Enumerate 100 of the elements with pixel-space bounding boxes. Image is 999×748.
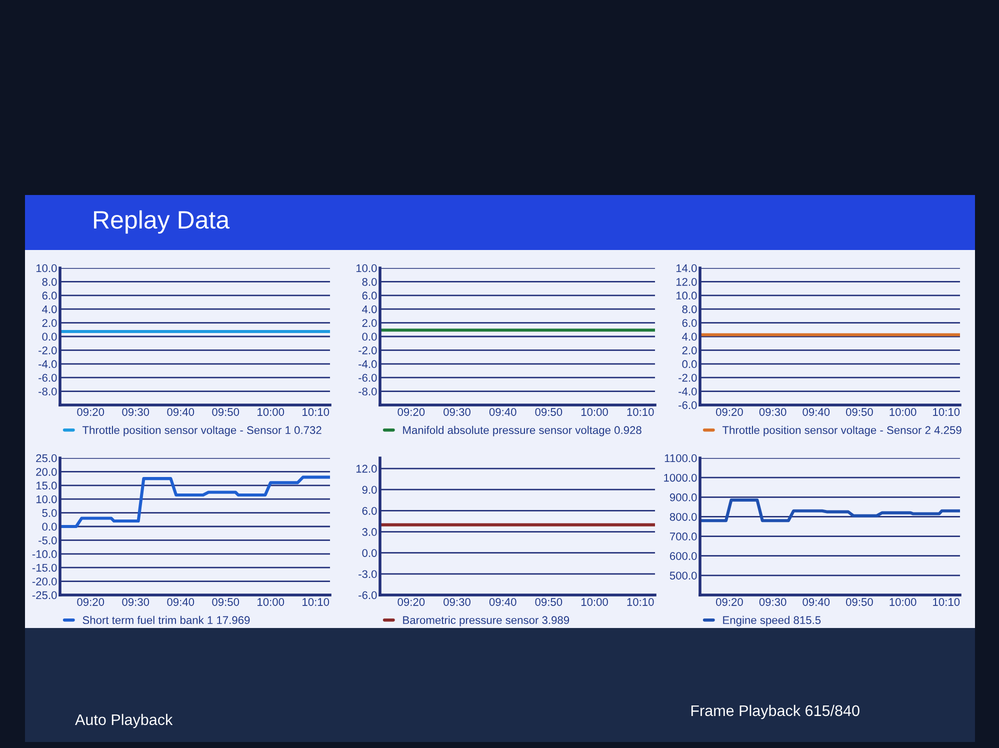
x-tick-label: 09:20 — [398, 408, 425, 416]
x-tick-label: 10:10 — [302, 408, 330, 416]
x-tick-label: 09:50 — [212, 598, 240, 606]
y-tick-label: 6.0 — [42, 292, 57, 300]
x-tick-label: 09:20 — [716, 598, 743, 606]
y-tick-label: -20.0 — [32, 578, 57, 586]
y-tick-label: 10.0 — [36, 264, 57, 272]
line-series — [60, 476, 330, 528]
y-tick-label: 6.0 — [362, 292, 377, 300]
y-tick-label: 10.0 — [676, 292, 697, 300]
y-tick-label: 2.0 — [42, 319, 57, 327]
y-tick-label: 4.0 — [682, 332, 697, 341]
y-tick-label: 900.0 — [670, 493, 697, 502]
x-tick-label: 09:50 — [212, 408, 240, 416]
x-tick-label: 10:10 — [302, 598, 330, 606]
x-tick-label: 09:30 — [759, 598, 786, 606]
x-tick-label: 09:50 — [535, 408, 562, 416]
y-tick-label: 8.0 — [682, 305, 697, 314]
y-tick-label: 25.0 — [36, 454, 57, 462]
x-tick-label: 09:40 — [167, 408, 194, 416]
x-tick-label: 09:40 — [489, 408, 516, 416]
y-tick-label: 5.0 — [42, 509, 57, 517]
x-tick-label: 09:40 — [802, 408, 830, 416]
y-tick-label: 4.0 — [42, 305, 57, 314]
y-tick-label: 14.0 — [676, 264, 697, 272]
y-tick-label: -3.0 — [358, 570, 377, 578]
x-tick-label: 10:00 — [890, 598, 916, 606]
x-tick-label: 10:10 — [933, 408, 960, 416]
x-tick-label: 10:10 — [933, 598, 960, 606]
y-tick-label: -4.0 — [358, 360, 377, 368]
y-tick-label: 1100.0 — [664, 454, 697, 462]
y-tick-label: 0.0 — [362, 332, 377, 341]
y-tick-label: 12.0 — [356, 464, 377, 473]
y-tick-label: -8.0 — [38, 388, 57, 396]
x-tick-label: 09:20 — [716, 408, 743, 416]
x-tick-label: 09:30 — [122, 408, 150, 416]
y-tick-label: 15.0 — [36, 482, 57, 490]
y-tick-label: 6.0 — [362, 506, 377, 515]
y-tick-label: -2.0 — [678, 374, 697, 382]
y-tick-label: 600.0 — [670, 552, 697, 560]
legend-label: Throttle position sensor voltage - Sensor 2 4.259 — [722, 426, 962, 436]
y-tick-label: 0.0 — [42, 332, 57, 341]
y-tick-label: -6.0 — [358, 591, 377, 600]
x-tick-label: 09:50 — [846, 598, 873, 606]
y-tick-label: 500.0 — [670, 572, 697, 580]
y-tick-label: 8.0 — [42, 278, 57, 286]
x-tick-label: 09:20 — [77, 408, 104, 416]
legend-label: Barometric pressure sensor 3.989 — [403, 616, 570, 626]
x-tick-label: 09:30 — [759, 408, 786, 416]
x-tick-label: 10:00 — [581, 598, 608, 606]
y-tick-label: 4.0 — [362, 305, 377, 314]
y-tick-label: 12.0 — [676, 278, 697, 286]
legend-label: Throttle position sensor voltage - Sensor 1 0.732 — [82, 426, 322, 436]
y-tick-label: -5.0 — [38, 536, 57, 544]
y-tick-label: -6.0 — [38, 374, 57, 382]
y-tick-label: 9.0 — [362, 486, 377, 494]
y-tick-label: 6.0 — [682, 319, 697, 327]
x-tick-label: 10:00 — [258, 408, 284, 416]
y-tick-label: 2.0 — [682, 346, 697, 354]
text: Auto Playback — [75, 714, 173, 728]
y-tick-label: 0.0 — [362, 549, 377, 557]
text: Frame Playback 615/840 — [691, 704, 860, 720]
y-tick-label: 3.0 — [362, 528, 377, 536]
y-tick-label: 10.0 — [36, 495, 57, 504]
x-tick-label: 09:20 — [77, 598, 104, 606]
y-tick-label: 20.0 — [36, 468, 57, 476]
x-tick-label: 09:30 — [122, 598, 150, 606]
legend-label: Short term fuel trim bank 1 17.969 — [82, 616, 250, 624]
x-tick-label: 09:40 — [167, 598, 194, 606]
line-series — [700, 498, 960, 522]
y-tick-label: -2.0 — [358, 346, 377, 354]
x-tick-label: 10:10 — [627, 598, 654, 606]
y-tick-label: -2.0 — [38, 346, 57, 354]
y-tick-label: 2.0 — [362, 319, 377, 327]
legend-label: Engine speed 815.5 — [723, 616, 821, 626]
x-tick-label: 09:40 — [489, 598, 516, 606]
x-tick-label: 09:30 — [444, 408, 470, 416]
y-tick-label: -8.0 — [358, 388, 377, 396]
y-tick-label: 1000.0 — [664, 474, 697, 482]
x-tick-label: 09:40 — [802, 598, 830, 606]
y-tick-label: -4.0 — [38, 360, 57, 368]
x-tick-label: 10:10 — [627, 408, 654, 416]
x-tick-label: 09:50 — [535, 598, 562, 606]
y-tick-label: 0.0 — [42, 522, 57, 531]
y-tick-label: -25.0 — [32, 591, 57, 600]
text: Replay Data — [94, 210, 230, 234]
y-tick-label: 10.0 — [356, 264, 377, 272]
y-tick-label: -15.0 — [32, 564, 57, 572]
x-tick-label: 10:00 — [581, 408, 608, 416]
x-tick-label: 09:50 — [846, 408, 873, 416]
y-tick-label: -6.0 — [678, 401, 697, 410]
y-tick-label: -4.0 — [678, 388, 697, 396]
y-tick-label: 0.0 — [682, 360, 697, 368]
x-tick-label: 09:20 — [398, 598, 425, 606]
x-tick-label: 10:00 — [890, 408, 916, 416]
y-tick-label: 800.0 — [670, 512, 697, 521]
legend-label: Manifold absolute pressure sensor voltage 0.928 — [403, 426, 642, 436]
x-tick-label: 09:30 — [444, 598, 470, 606]
y-tick-label: 700.0 — [670, 532, 697, 540]
x-tick-label: 10:00 — [258, 598, 284, 606]
